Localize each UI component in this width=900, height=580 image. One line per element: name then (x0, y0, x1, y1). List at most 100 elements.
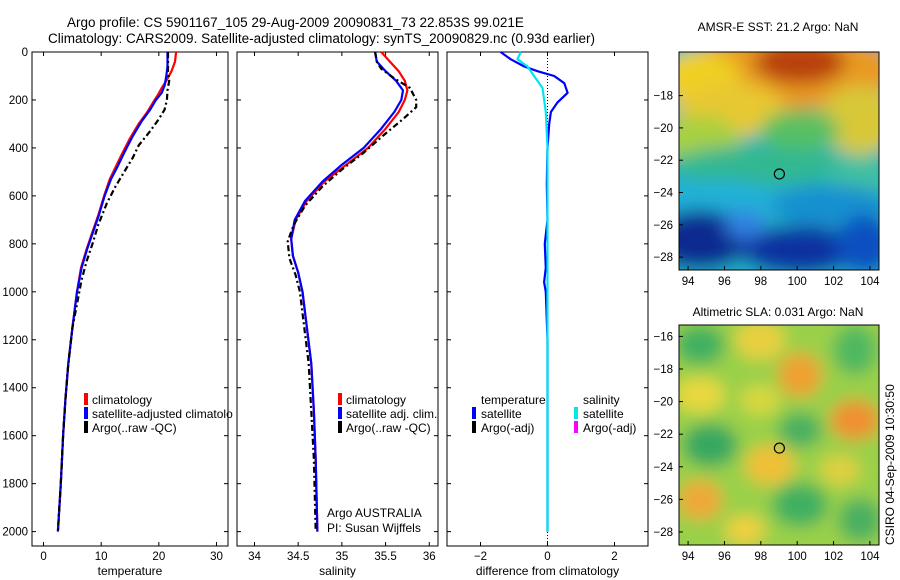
sla-map-frame (678, 324, 880, 546)
x-tick-label: 30 (210, 551, 223, 563)
pi-annotation: PI: Susan Wijffels (327, 521, 421, 535)
legend-swatch-temperature-argo (472, 421, 476, 433)
map-x-tick-label: 102 (824, 551, 843, 563)
map-x-tick-label: 94 (682, 551, 695, 563)
map-y-tick-label: −22 (653, 155, 673, 167)
legend-label-salinity-satellite: satellite (583, 407, 624, 421)
legend-label-argo: Argo(..raw -QC) (346, 421, 431, 435)
legend-swatch-salinity-argo (574, 421, 578, 433)
legend-swatch-satellite (84, 407, 88, 419)
map-y-tick-label: −20 (653, 123, 673, 135)
x-axis-label: salinity (319, 564, 356, 578)
sst-map-title: AMSR-E SST: 21.2 Argo: NaN (698, 20, 859, 34)
legend-swatch-climatology (84, 393, 88, 405)
map-x-tick-label: 94 (682, 276, 695, 288)
legend-label-climatology: climatology (346, 393, 406, 407)
map-x-tick-label: 100 (788, 276, 807, 288)
legend-header-temperature: temperature (481, 393, 546, 407)
sla-map-ticks: 94 96 98 100 102 104 −16 −18 −20 −22 −24 −26 −28 (653, 331, 880, 563)
y-tick-label: 2000 (2, 527, 28, 539)
x-tick-label: 36 (423, 551, 436, 563)
y-tick-label: 400 (9, 143, 28, 155)
legend-swatch-temperature-satellite (472, 407, 476, 419)
y-tick-label: 1400 (2, 383, 28, 395)
x-tick-label: 20 (152, 551, 165, 563)
y-tick-label: 1800 (2, 479, 28, 491)
sst-heatmap (679, 52, 879, 270)
plot-frame (236, 51, 439, 547)
x-tick-label: 35.5 (374, 551, 396, 563)
sla-map-title: Altimetric SLA: 0.031 Argo: NaN (693, 305, 864, 319)
x-axis-label: difference from climatology (476, 564, 619, 578)
difference-legend: temperature satellite Argo(-adj) salinit… (472, 393, 636, 435)
plot-frame (31, 51, 229, 547)
map-y-tick-label: −18 (653, 364, 673, 376)
series-line-satellite-adj-clim (290, 51, 405, 532)
series-line-argo-raw-qc (286, 51, 418, 532)
temperature-legend: climatology satellite-adjusted climatolo… (84, 393, 233, 435)
x-tick-label: 2 (611, 551, 617, 563)
map-x-tick-label: 96 (718, 551, 731, 563)
sla-heatmap (679, 325, 879, 545)
legend-label-satellite: satellite-adjusted climatolo (92, 407, 233, 421)
legend-label-salinity-argo: Argo(-adj) (583, 421, 636, 435)
map-y-tick-label: −18 (653, 91, 673, 103)
credit-timestamp: CSIRO 04-Sep-2009 10:30:50 (883, 384, 897, 545)
x-tick-label: 34.5 (287, 551, 309, 563)
map-y-tick-label: −26 (653, 494, 673, 506)
x-tick-label: 35 (335, 551, 348, 563)
map-y-tick-label: −24 (653, 187, 673, 199)
map-x-tick-label: 104 (860, 551, 880, 563)
x-tick-label: 34 (248, 551, 261, 563)
legend-label-temperature-satellite: satellite (481, 407, 522, 421)
figure-title-line-1: Argo profile: CS 5901167_105 29-Aug-2009… (67, 15, 524, 30)
map-y-tick-label: −26 (653, 220, 673, 232)
sst-map-frame (678, 51, 880, 271)
y-tick-label: 200 (9, 95, 28, 107)
map-y-tick-label: −20 (653, 397, 673, 409)
y-tick-label: 800 (9, 239, 28, 251)
x-tick-label: −2 (474, 551, 487, 563)
y-tick-label: 1000 (2, 287, 28, 299)
legend-label-argo: Argo(..raw -QC) (92, 421, 177, 435)
map-x-tick-label: 104 (860, 276, 880, 288)
map-x-tick-label: 100 (788, 551, 807, 563)
legend-label-satellite: satellite adj. clim. (346, 407, 437, 421)
x-tick-label: 0 (40, 551, 46, 563)
map-x-tick-label: 96 (718, 276, 731, 288)
sst-argo-location-marker (773, 168, 785, 180)
legend-swatch-argo (84, 421, 88, 433)
legend-swatch-salinity-satellite (574, 407, 578, 419)
series-line-salinity-satellite (516, 51, 549, 532)
sst-map-panel: AMSR-E SST: 21.2 Argo: NaN (653, 20, 880, 288)
sla-map-panel: Altimetric SLA: 0.031 Argo: NaN (653, 305, 880, 563)
legend-swatch-argo (338, 421, 342, 433)
legend-swatch-climatology (338, 393, 342, 405)
x-axis-label: temperature (98, 564, 163, 578)
map-y-tick-label: −16 (653, 331, 673, 343)
sla-argo-location-marker (773, 442, 785, 454)
x-tick-label: 0 (544, 551, 550, 563)
map-y-tick-label: −24 (653, 462, 673, 474)
map-x-tick-label: 102 (824, 276, 843, 288)
map-y-tick-label: −22 (653, 429, 673, 441)
y-tick-label: 1200 (2, 335, 28, 347)
sst-map-ticks: 94 96 98 100 102 104 −18 −20 −22 −24 −26 −28 (653, 91, 880, 288)
legend-swatch-satellite (338, 407, 342, 419)
map-x-tick-label: 98 (754, 276, 767, 288)
y-tick-label: 0 (22, 47, 28, 59)
salinity-legend: climatology satellite adj. clim. Argo(..… (327, 393, 437, 535)
argo-program-annotation: Argo AUSTRALIA (327, 506, 422, 520)
legend-label-climatology: climatology (92, 393, 152, 407)
y-tick-label: 1600 (2, 431, 28, 443)
y-tick-label: 600 (9, 191, 28, 203)
x-tick-label: 10 (95, 551, 108, 563)
legend-label-temperature-argo: Argo(-adj) (481, 421, 534, 435)
map-y-tick-label: −28 (653, 527, 673, 539)
temperature-panel: 0 200 400 600 800 1000 1200 1400 1600 1800 2000 0 10… (2, 47, 229, 578)
figure-title-line-2: Climatology: CARS2009. Satellite-adjuste… (48, 31, 595, 46)
map-x-tick-label: 98 (754, 551, 767, 563)
legend-header-salinity: salinity (583, 393, 620, 407)
